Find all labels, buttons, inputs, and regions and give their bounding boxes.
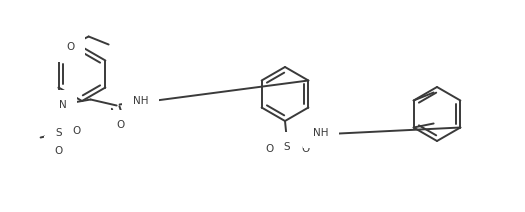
Text: O: O: [265, 144, 273, 154]
Text: O: O: [55, 146, 63, 156]
Text: O: O: [67, 42, 75, 52]
Text: O: O: [117, 120, 125, 131]
Text: S: S: [284, 142, 290, 152]
Text: NH: NH: [133, 96, 149, 106]
Text: S: S: [55, 128, 62, 138]
Text: N: N: [59, 100, 67, 110]
Text: O: O: [72, 127, 81, 137]
Text: O: O: [301, 144, 309, 154]
Text: NH: NH: [313, 128, 329, 138]
